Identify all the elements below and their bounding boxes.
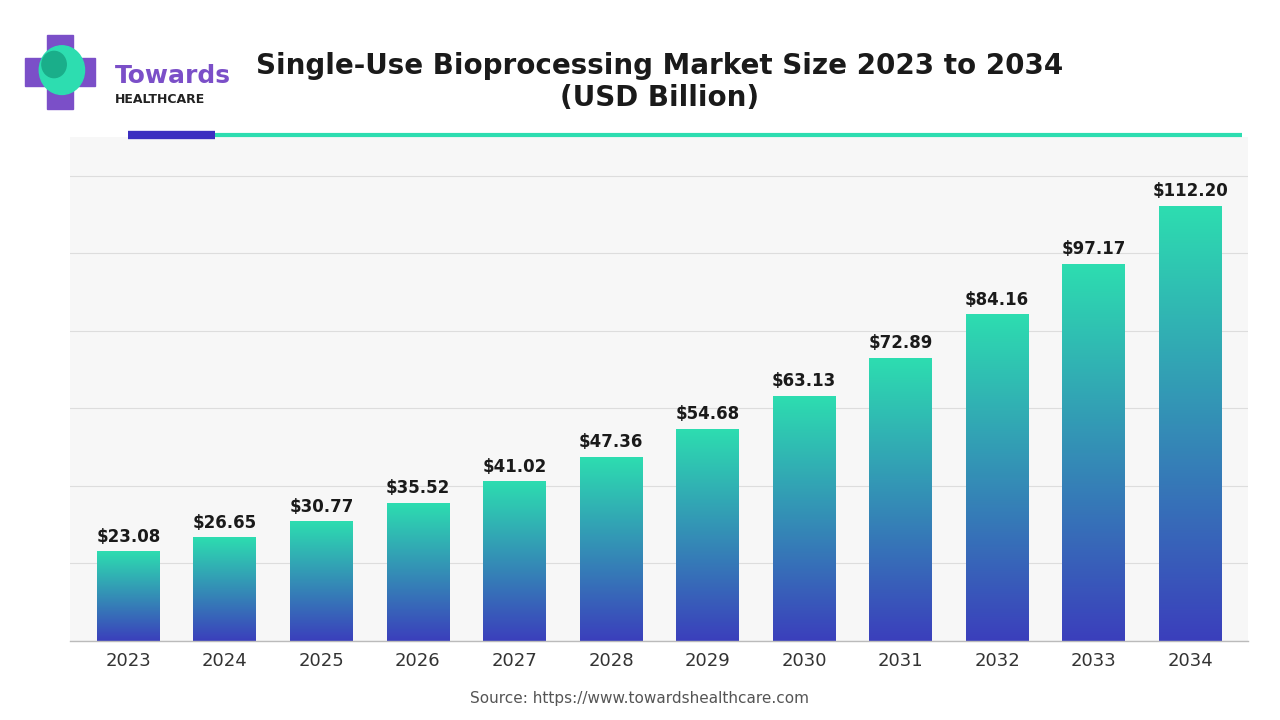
Circle shape	[42, 51, 67, 78]
Text: $41.02: $41.02	[483, 458, 547, 476]
Circle shape	[40, 46, 84, 94]
Bar	[47, 35, 73, 109]
Text: $72.89: $72.89	[868, 334, 933, 352]
Text: Source: https://www.towardshealthcare.com: Source: https://www.towardshealthcare.co…	[471, 690, 809, 706]
Text: $47.36: $47.36	[579, 433, 643, 451]
Text: $35.52: $35.52	[385, 480, 451, 498]
Title: Single-Use Bioprocessing Market Size 2023 to 2034
(USD Billion): Single-Use Bioprocessing Market Size 202…	[256, 52, 1062, 112]
Text: Towards: Towards	[115, 63, 232, 88]
Text: $23.08: $23.08	[96, 528, 160, 546]
Text: $54.68: $54.68	[676, 405, 740, 423]
Text: $97.17: $97.17	[1061, 240, 1125, 258]
Text: $30.77: $30.77	[289, 498, 353, 516]
Text: $63.13: $63.13	[772, 372, 836, 390]
Text: $112.20: $112.20	[1152, 182, 1228, 200]
Text: HEALTHCARE: HEALTHCARE	[115, 93, 206, 106]
Text: $26.65: $26.65	[193, 513, 257, 531]
Bar	[26, 58, 95, 86]
Text: $84.16: $84.16	[965, 291, 1029, 309]
